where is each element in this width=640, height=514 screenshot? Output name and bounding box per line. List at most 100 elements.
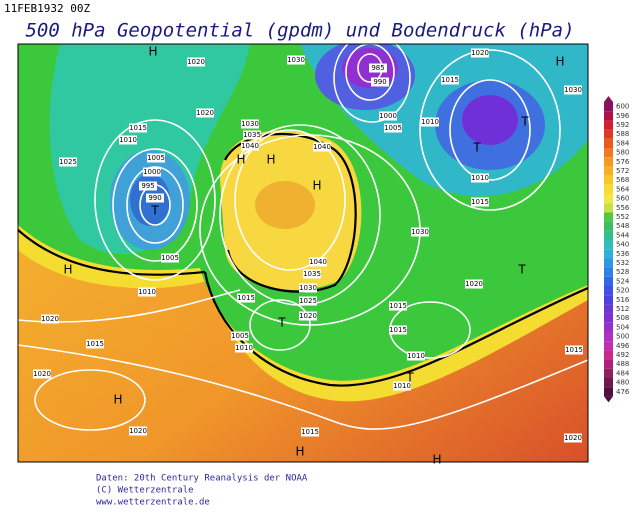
legend-label: 560 (616, 195, 629, 203)
legend-swatch (604, 258, 613, 268)
pressure-label-bg (389, 301, 407, 311)
pressure-label-bg (235, 343, 253, 353)
pressure-label-bg (243, 130, 261, 140)
pressure-label-bg (471, 173, 489, 183)
footer-url: www.wetterzentrale.de (96, 498, 210, 508)
pressure-label-bg (138, 287, 156, 297)
pressure-label: 1040 (313, 143, 331, 151)
map-date: 11FEB1932 00Z (4, 2, 90, 15)
pressure-label: 1040 (309, 258, 327, 266)
legend-label: 512 (616, 305, 629, 313)
pressure-label: 1015 (471, 198, 489, 206)
legend-swatch (604, 102, 613, 112)
legend-label: 576 (616, 158, 630, 166)
legend-label: 476 (616, 388, 630, 396)
pressure-label: 1035 (303, 270, 321, 278)
pressure-label: 1020 (564, 434, 582, 442)
legend-tip (604, 396, 613, 403)
legend-swatch (604, 138, 613, 148)
legend-swatch (604, 286, 613, 296)
legend-label: 532 (616, 259, 629, 267)
legend-label: 480 (616, 379, 629, 387)
pressure-label: 1030 (287, 56, 305, 64)
pressure-center: H (113, 393, 122, 407)
pressure-label-bg (471, 197, 489, 207)
pressure-label-bg (393, 381, 411, 391)
legend-swatch (604, 387, 613, 397)
pressure-label: 1020 (187, 58, 205, 66)
legend-swatch (604, 322, 613, 332)
legend-swatch (604, 368, 613, 378)
pressure-label: 1015 (86, 340, 104, 348)
pressure-label-bg (421, 117, 439, 127)
legend-label: 516 (616, 296, 630, 304)
legend-label: 568 (616, 176, 629, 184)
pressure-label: 1030 (411, 228, 429, 236)
legend-swatch (604, 221, 613, 231)
pressure-label: 1010 (471, 174, 489, 182)
pressure-label: 1020 (471, 49, 489, 57)
legend-swatch (604, 157, 613, 167)
pressure-label-bg (389, 325, 407, 335)
pressure-label: 1010 (407, 352, 425, 360)
pressure-center: T (150, 204, 159, 218)
legend-label: 556 (616, 204, 630, 212)
legend-label: 540 (616, 241, 629, 249)
pressure-label-bg (161, 253, 179, 263)
pressure-label: 1035 (243, 131, 261, 139)
pressure-label-bg (313, 142, 331, 152)
legend-label: 592 (616, 121, 629, 129)
pressure-center: H (312, 179, 321, 193)
legend-label: 580 (616, 149, 629, 157)
legend-label: 548 (616, 222, 629, 230)
pressure-label: 1015 (565, 346, 583, 354)
pressure-label-bg (384, 123, 402, 133)
pressure-center: T (405, 371, 414, 385)
pressure-label-bg (241, 141, 259, 151)
legend-label: 492 (616, 351, 629, 359)
pressure-label-bg (33, 369, 51, 379)
legend-swatch (604, 359, 613, 369)
legend-swatch (604, 166, 613, 176)
pressure-label: 1030 (564, 86, 582, 94)
pressure-label: 1020 (299, 312, 317, 320)
legend-label: 504 (616, 323, 630, 331)
pressure-center: H (236, 153, 245, 167)
pressure-label-bg (301, 427, 319, 437)
footer-copyright: (C) Wetterzentrale (96, 486, 194, 496)
pressure-label: 1010 (138, 288, 156, 296)
pressure-label-bg (565, 345, 583, 355)
pressure-label-bg (564, 433, 582, 443)
pressure-label-bg (287, 55, 305, 65)
pressure-label: 1015 (301, 428, 319, 436)
pressure-center: H (266, 153, 275, 167)
pressure-label-bg (411, 227, 429, 237)
pressure-label-bg (379, 111, 397, 121)
contour-ridge (224, 132, 357, 293)
pressure-center: H (63, 263, 72, 277)
map-frame (17, 43, 589, 463)
pressure-label: 1010 (421, 118, 439, 126)
pressure-label-bg (139, 181, 157, 191)
legend-label: 520 (616, 287, 629, 295)
pressure-label: 1015 (441, 76, 459, 84)
pressure-label: 995 (141, 182, 154, 190)
pressure-label-bg (465, 279, 483, 289)
pressure-label: 1020 (465, 280, 483, 288)
legend-swatch (604, 230, 613, 240)
pressure-label: 1000 (379, 112, 397, 120)
legend-swatch (604, 194, 613, 204)
pressure-label: 1040 (241, 142, 259, 150)
pressure-label: 1030 (299, 284, 317, 292)
pressure-center: H (555, 55, 564, 69)
pressure-label-bg (86, 339, 104, 349)
legend-swatch (604, 341, 613, 351)
legend-swatch (604, 120, 613, 130)
pressure-label-bg (41, 314, 59, 324)
pressure-label: 1010 (235, 344, 253, 352)
pressure-label-bg (231, 331, 249, 341)
legend-label: 600 (616, 103, 629, 111)
pressure-label: 1000 (143, 168, 161, 176)
